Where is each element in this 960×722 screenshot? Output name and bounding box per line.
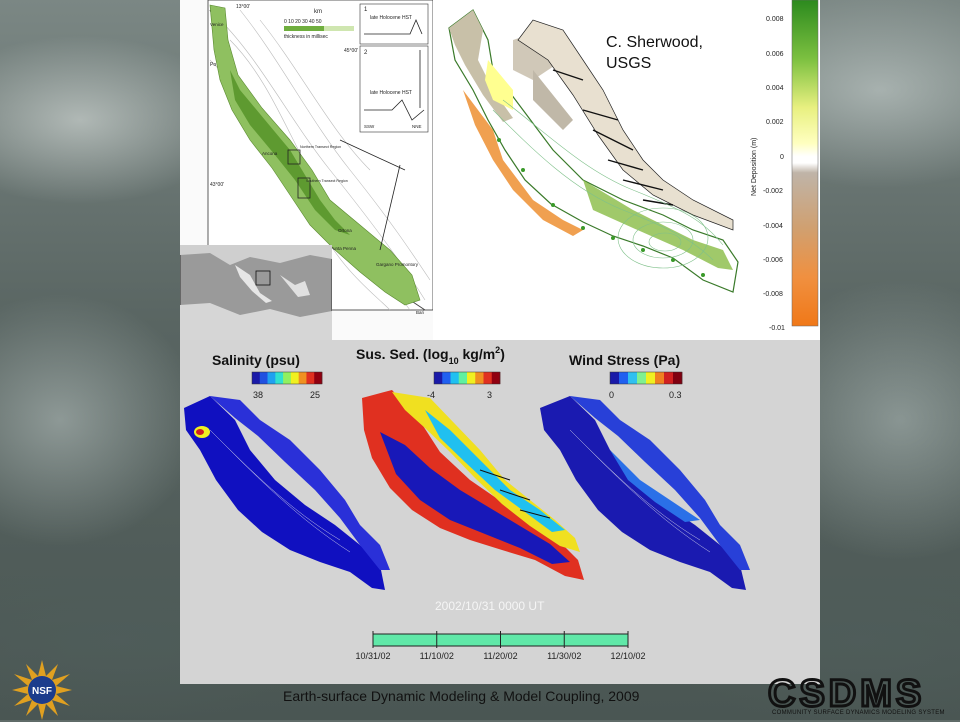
profile-label-hst-2: late Holocene HST (370, 90, 412, 96)
colorbar-swatch (628, 372, 638, 384)
wind-stress-colorbar (609, 371, 683, 385)
timeline-date-label: 10/31/02 (355, 651, 390, 661)
colorbar-swatch (442, 372, 451, 384)
cb-tick-1: 0.006 (766, 51, 784, 58)
credit-line-1: C. Sherwood, (606, 34, 703, 51)
colorbar-swatch (619, 372, 629, 384)
cb-tick-4: 0 (780, 154, 784, 161)
colorbar-swatch (259, 372, 268, 384)
cb-tick-6: -0.004 (763, 223, 783, 230)
csdms-logo-text: CSDMS (768, 674, 925, 715)
colorbar-swatch (290, 372, 299, 384)
colorbar-swatch (467, 372, 476, 384)
legend-text: thickness in millisec (284, 34, 328, 40)
colorbar-swatch (673, 372, 683, 384)
wind-tick-min: 0 (609, 390, 614, 400)
profile-label-nne: NNE (412, 124, 422, 129)
colorbar-frame (433, 371, 501, 385)
cb-tick-5: -0.002 (763, 188, 783, 195)
model-output-panels: Salinity (psu) Sus. Sed. (log10 kg/m2) W… (180, 340, 820, 684)
colorbar-swatch (458, 372, 468, 384)
sus-sed-tick-max: 3 (487, 390, 492, 400)
cb-tick-0: 0.008 (766, 16, 784, 23)
geology-thickness-map: km 0 10 20 30 40 50 thickness in millise… (180, 0, 434, 340)
scale-unit: km (314, 9, 322, 15)
label-po: Po (210, 62, 216, 68)
timeline-date-label: 11/20/02 (483, 651, 517, 661)
salinity-title: Salinity (psu) (212, 352, 300, 368)
footer-caption: Earth-surface Dynamic Modeling & Model C… (283, 688, 640, 704)
timestamp: 2002/10/31 0000 UT (435, 599, 545, 613)
sus-sed-colorbar (433, 371, 501, 385)
colorbar-ticks: 0.008 0.006 0.004 0.002 0 -0.002 -0.004 … (763, 16, 785, 332)
label-lat-45: 45°00' (344, 48, 358, 54)
timeline-date-label: 11/10/02 (420, 651, 454, 661)
colorbar-swatch (252, 372, 261, 384)
cb-tick-7: -0.006 (763, 257, 783, 264)
label-gargano: Gargano Promontory (376, 262, 419, 267)
image-credit: C. Sherwood, USGS (606, 32, 703, 74)
salinity-tick-min: 38 (253, 390, 263, 400)
wind-stress-title: Wind Stress (Pa) (569, 352, 680, 368)
colorbar-swatch (664, 372, 674, 384)
label-ancona: Ancona (262, 151, 278, 156)
label-northern-transect: Northern Transect Region (300, 145, 341, 149)
colorbar-swatch (610, 372, 620, 384)
label-ortona: Ortona (338, 228, 352, 233)
profile-label-1: 1 (364, 7, 368, 13)
label-punta-penna: Punta Penna (330, 246, 357, 251)
cb-tick-3: 0.002 (766, 119, 784, 126)
sus-sed-title: Sus. Sed. (log10 kg/m2) (356, 345, 505, 366)
profile-label-hst-1: late Holocene HST (370, 15, 412, 21)
label-southern-transect: Southern Transect Region (306, 179, 348, 183)
model-panels-figure: Salinity (psu) Sus. Sed. (log10 kg/m2) W… (184, 345, 750, 661)
cb-tick-2: 0.004 (766, 85, 784, 92)
colorbar-swatch (267, 372, 276, 384)
colorbar-swatch (314, 372, 323, 384)
profile-label-2: 2 (364, 50, 368, 56)
colorbar-swatch (306, 372, 315, 384)
sus-sed-map (362, 390, 584, 580)
credit-line-2: USGS (606, 55, 652, 72)
timeline-date-label: 11/30/02 (547, 651, 581, 661)
profile-label-ssw: SSW (364, 124, 375, 129)
colorbar-swatch (283, 372, 292, 384)
salinity-colorbar (251, 371, 323, 385)
label-lat-43: 43°00' (210, 182, 224, 188)
colorbar-swatch (483, 372, 493, 384)
timeline-slider[interactable]: 10/31/02 11/10/02 11/20/02 11/30/02 12/10/02 (355, 631, 646, 661)
colorbar-axis-label: Net Deposition (m) (751, 138, 758, 196)
deposition-colorbar (791, 0, 819, 327)
cb-tick-8: -0.008 (763, 291, 783, 298)
colorbar-swatch (655, 372, 665, 384)
colorbar-swatch (298, 372, 307, 384)
colorbar-swatch (475, 372, 484, 384)
scale-label: 0 10 20 30 40 50 (284, 19, 322, 25)
net-deposition-map: 0.008 0.006 0.004 0.002 0 -0.002 -0.004 … (433, 0, 820, 340)
csdms-subtitle: COMMUNITY SURFACE DYNAMICS MODELING SYST… (772, 710, 945, 716)
colorbar-frame (251, 371, 323, 385)
sus-sed-tick-min: -4 (427, 390, 435, 400)
colorbar-swatch (491, 372, 501, 384)
wind-tick-max: 0.3 (669, 390, 682, 400)
label-bari: Bari (416, 310, 424, 315)
nsf-logo-text: NSF (32, 686, 52, 697)
mediterranean-inset-map (180, 245, 332, 340)
colorbar-swatch (646, 372, 656, 384)
colorbar-swatch (637, 372, 647, 384)
nsf-logo: NSF (12, 660, 72, 720)
colorbar-swatch (434, 372, 443, 384)
salinity-tick-max: 25 (310, 390, 320, 400)
colorbar-swatch (450, 372, 460, 384)
label-venice: Venice (210, 22, 224, 27)
deposition-map-figure: 0.008 0.006 0.004 0.002 0 -0.002 -0.004 … (448, 0, 819, 332)
wind-stress-map (540, 396, 750, 590)
timeline-date-label: 12/10/02 (610, 651, 645, 661)
colorbar-frame (609, 371, 683, 385)
colorbar-swatch (275, 372, 284, 384)
salinity-map (184, 396, 390, 590)
csdms-logo: CSDMS (767, 674, 925, 717)
cb-tick-9: -0.01 (769, 325, 785, 332)
label-lon-13: 13°00' (236, 4, 250, 10)
